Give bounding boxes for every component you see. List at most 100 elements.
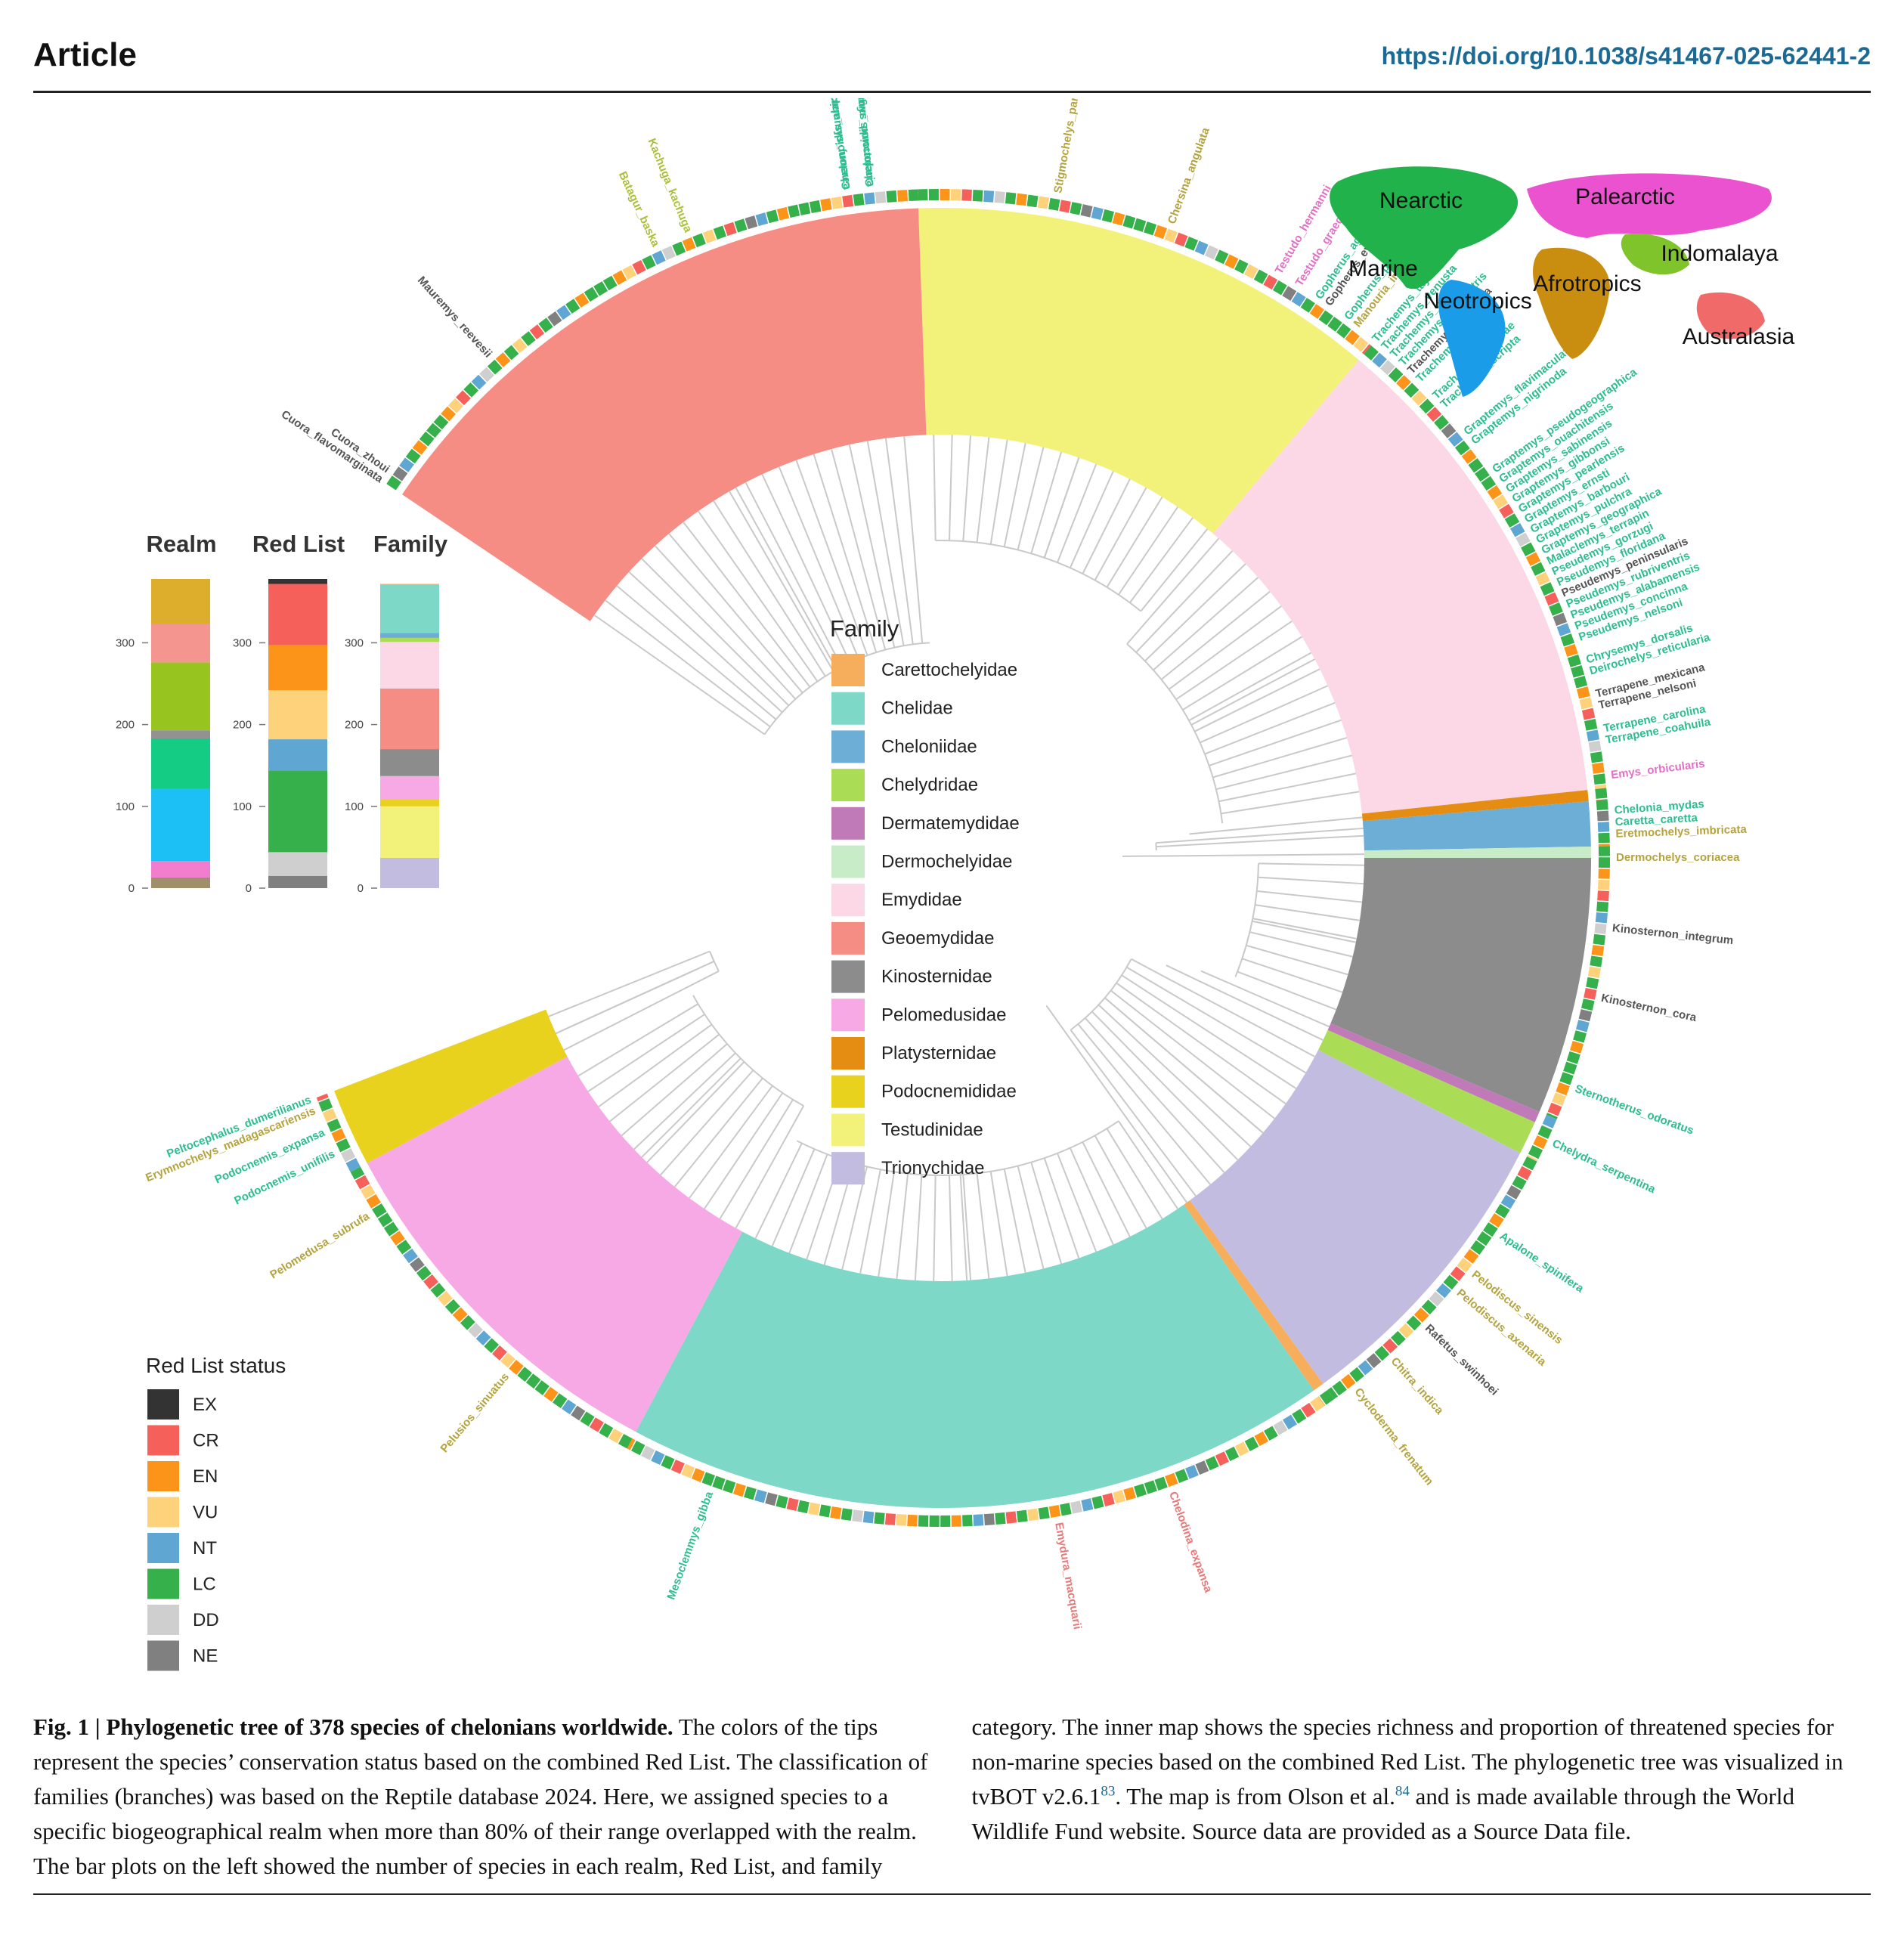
tip-status: [1594, 784, 1607, 790]
tip-status: [1336, 323, 1351, 339]
caption-ref-83[interactable]: 83: [1101, 1783, 1116, 1800]
branch: [1126, 537, 1220, 645]
tip-status: [1537, 1125, 1553, 1139]
branch: [556, 960, 715, 1035]
tip-label: Rhinoclemmys_punctularia: [849, 98, 877, 187]
tip-status: [331, 1128, 346, 1143]
branch: [1091, 1011, 1239, 1161]
tip-status: [733, 1482, 747, 1497]
tip-status: [512, 338, 528, 354]
tip-status: [1598, 846, 1610, 856]
tip-status: [1382, 1338, 1398, 1354]
tip-status: [1292, 1408, 1307, 1424]
caption-title: Phylogenetic tree of 378 species of chel…: [106, 1714, 673, 1740]
tip-status: [416, 1265, 432, 1281]
tip-status: [1590, 955, 1603, 968]
tip-label: Kachuga_kachuga: [645, 137, 695, 235]
tip-label: Chelodina_expansa: [1166, 1490, 1215, 1595]
bar-segment: [151, 579, 210, 624]
tip-status: [468, 1323, 484, 1339]
family-legend: Family Carettochelyidae Chelidae Cheloniida…: [830, 615, 1020, 1185]
tip-status: [1591, 945, 1605, 957]
tip-status: [1291, 292, 1306, 307]
tip-status: [1436, 1283, 1451, 1299]
family-swatch: [831, 654, 865, 686]
tip-status: [322, 1108, 337, 1122]
tip-status: [1358, 1360, 1373, 1376]
tip-status: [786, 1497, 799, 1512]
redlist-swatch: [147, 1605, 179, 1635]
tip-label: Sternotherus_odoratus: [1573, 1082, 1695, 1138]
tip-label: Emydura_macquarii: [1052, 1522, 1084, 1630]
family-swatch: [831, 1152, 865, 1185]
redlist-swatch: [147, 1497, 179, 1528]
tip-status: [438, 1291, 453, 1306]
tip-status: [517, 1367, 533, 1382]
tip-status: [1531, 562, 1546, 576]
tip-status: [1470, 1240, 1486, 1255]
realm-map: Nearctic Palearctic MarineNeotropicsAfrotr…: [1330, 166, 1795, 397]
bar-segment: [151, 624, 210, 663]
tip-status: [681, 1463, 695, 1478]
tip-status: [412, 440, 428, 455]
tip-status: [525, 1373, 541, 1389]
caption-ref-84[interactable]: 84: [1395, 1783, 1410, 1800]
branch: [903, 436, 924, 644]
tip-status: [1204, 245, 1219, 260]
branch: [859, 1169, 881, 1274]
tip-status: [1587, 966, 1601, 978]
tip-status: [1361, 344, 1371, 354]
branch: [813, 454, 878, 653]
tip-status: [766, 209, 779, 224]
tree-branches: [548, 435, 1364, 1281]
tip-status: [1593, 933, 1606, 946]
tip-status: [831, 196, 843, 209]
tip-status: [1597, 879, 1610, 890]
tip-status: [1195, 1460, 1209, 1475]
doi-link[interactable]: https://doi.org/10.1038/s41467-025-62441…: [1381, 42, 1871, 70]
map-label-marine: Marine: [1348, 256, 1418, 281]
tip-status: [553, 1393, 568, 1409]
branch: [1043, 1157, 1080, 1259]
tip-status: [808, 1502, 820, 1515]
branch: [1118, 506, 1178, 596]
branch: [1106, 1128, 1163, 1220]
tip-status: [744, 1486, 757, 1500]
branch: [1175, 621, 1293, 701]
redlist-swatch: [147, 1461, 179, 1491]
tip-label: Chersina_angulata: [1166, 125, 1212, 226]
family-sector-testudinidae: [918, 208, 1359, 534]
tip-status: [692, 233, 706, 248]
tip-status: [1540, 582, 1555, 596]
tip-status: [492, 1345, 507, 1361]
tip-status: [776, 1495, 788, 1509]
tip-status: [509, 1360, 524, 1375]
y-tick-label: 300: [116, 636, 135, 649]
tip-status: [1318, 310, 1333, 326]
tip-label: Eretmochelys_imbricata: [1615, 823, 1748, 841]
tip-status: [452, 1307, 468, 1323]
tip-status: [1575, 1020, 1590, 1033]
branch: [1168, 605, 1282, 690]
article-header: Article https://doi.org/10.1038/s41467-0…: [33, 30, 1871, 93]
branch: [1215, 754, 1352, 791]
tip-status: [862, 1511, 875, 1524]
tip-status: [661, 1455, 675, 1470]
tip-status: [1406, 1315, 1422, 1331]
tip-status: [529, 324, 545, 339]
tip-status: [745, 215, 758, 230]
family-legend-title: Family: [830, 615, 899, 642]
branch: [1077, 1023, 1211, 1185]
bottom-rule: [33, 1893, 1871, 1895]
bar-segment: [268, 770, 327, 853]
bar-title: Family: [373, 531, 448, 557]
tip-status: [503, 345, 519, 361]
bar-segment: [380, 633, 439, 638]
tip-status: [1596, 901, 1609, 912]
branch: [989, 1171, 1008, 1277]
tip-status: [1517, 1166, 1532, 1181]
tip-status: [1070, 1500, 1083, 1514]
tip-status: [1441, 423, 1457, 438]
tip-status: [399, 457, 414, 472]
tip-status: [1165, 1472, 1178, 1488]
